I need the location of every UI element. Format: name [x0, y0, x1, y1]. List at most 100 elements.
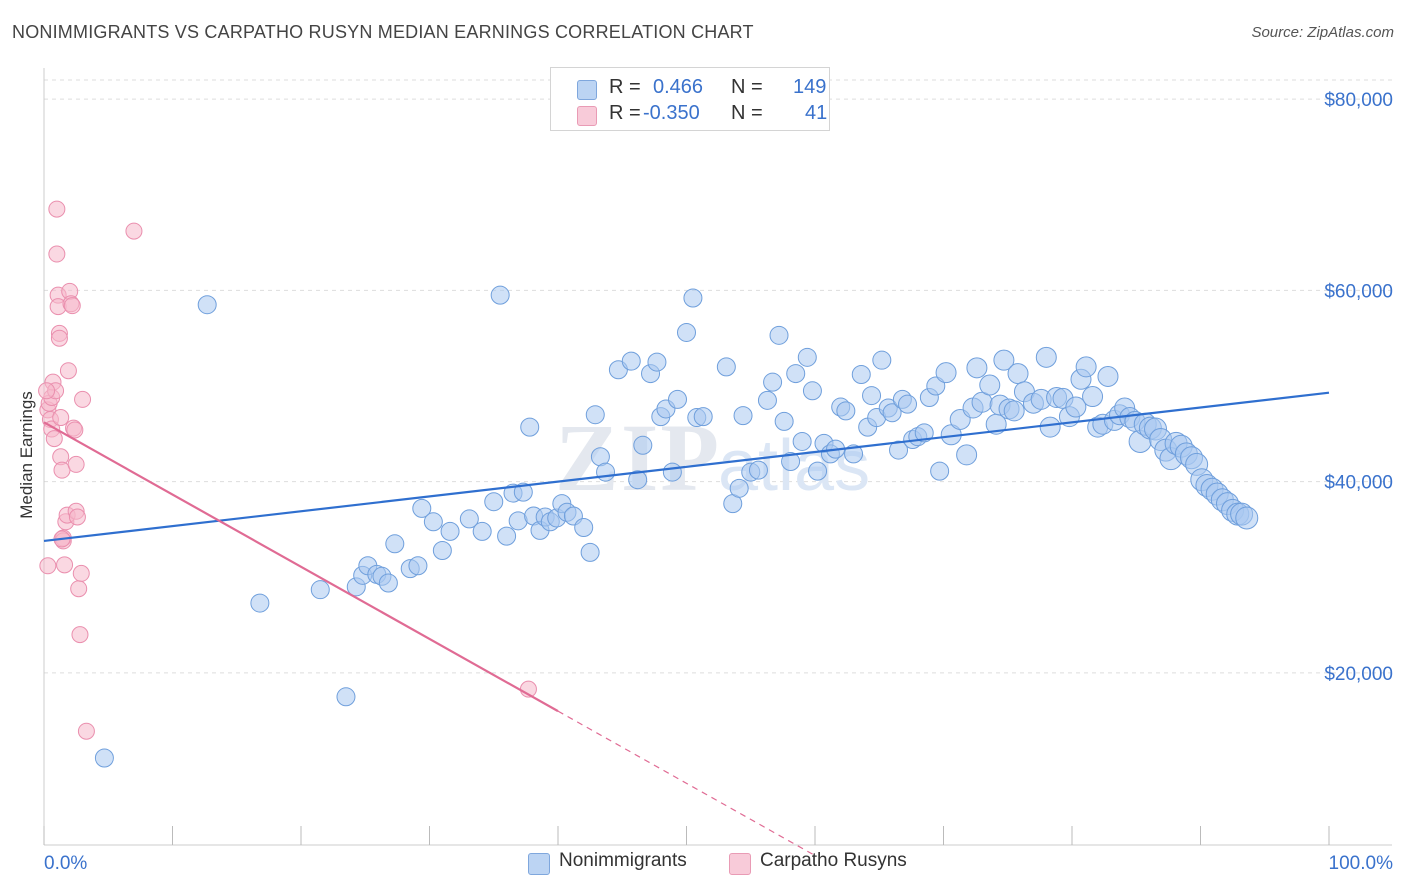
data-point-nonimmigrants: [490, 285, 510, 305]
y-axis-label: Median Earnings: [17, 391, 36, 519]
data-point-nonimmigrants: [914, 423, 934, 443]
data-point-nonimmigrants: [748, 460, 768, 480]
correlation-legend: R = 0.466 N = 149 R = -0.350 N = 41: [550, 67, 830, 131]
data-point-carpatho-rusyns: [48, 200, 66, 218]
legend-r-label: R =: [609, 76, 641, 98]
legend-swatch-pink: [577, 106, 597, 126]
data-point-nonimmigrants: [497, 526, 517, 546]
data-point-nonimmigrants: [580, 542, 600, 562]
data-point-nonimmigrants: [1075, 356, 1097, 378]
data-point-carpatho-rusyns: [72, 564, 90, 582]
data-point-nonimmigrants: [336, 687, 356, 707]
legend-r-value: 0.466: [653, 76, 704, 98]
y-tick-label: $80,000: [1324, 90, 1393, 111]
data-point-carpatho-rusyns: [66, 421, 84, 439]
legend-n-value: 41: [805, 102, 828, 124]
legend-n-value: 149: [793, 76, 827, 98]
data-point-nonimmigrants: [472, 521, 492, 541]
data-point-nonimmigrants: [621, 351, 641, 371]
data-point-nonimmigrants: [898, 394, 918, 414]
data-point-nonimmigrants: [808, 461, 828, 481]
trend-line-carpatho-rusyns-extension: [557, 710, 816, 857]
data-point-nonimmigrants: [935, 362, 957, 384]
data-point-nonimmigrants: [94, 748, 114, 768]
data-point-nonimmigrants: [862, 386, 882, 406]
data-point-nonimmigrants: [797, 347, 817, 367]
data-point-carpatho-rusyns: [68, 508, 86, 526]
data-point-nonimmigrants: [423, 512, 443, 532]
data-point-carpatho-rusyns: [50, 329, 68, 347]
data-point-nonimmigrants: [1003, 400, 1025, 422]
data-point-nonimmigrants: [802, 381, 822, 401]
data-point-carpatho-rusyns: [71, 626, 89, 644]
data-point-nonimmigrants: [1039, 416, 1061, 438]
data-point-nonimmigrants: [1097, 365, 1119, 387]
data-point-nonimmigrants: [851, 365, 871, 385]
data-point-nonimmigrants: [889, 440, 909, 460]
data-point-nonimmigrants: [763, 372, 783, 392]
data-point-carpatho-rusyns: [39, 557, 57, 575]
data-point-nonimmigrants: [378, 573, 398, 593]
source-label: Source: ZipAtlas.com: [1251, 24, 1394, 41]
data-point-carpatho-rusyns: [38, 382, 56, 400]
data-point-nonimmigrants: [844, 444, 864, 464]
data-point-carpatho-rusyns: [125, 222, 143, 240]
data-point-nonimmigrants: [733, 406, 753, 426]
data-point-nonimmigrants: [197, 295, 217, 315]
data-point-nonimmigrants: [926, 376, 946, 396]
data-point-nonimmigrants: [716, 357, 736, 377]
data-point-nonimmigrants: [250, 593, 270, 613]
data-point-carpatho-rusyns: [48, 245, 66, 263]
data-point-nonimmigrants: [440, 521, 460, 541]
data-point-nonimmigrants: [662, 462, 682, 482]
data-point-nonimmigrants: [757, 390, 777, 410]
data-point-nonimmigrants: [1065, 396, 1087, 418]
data-point-nonimmigrants: [781, 452, 801, 472]
data-point-nonimmigrants: [574, 518, 594, 538]
data-point-nonimmigrants: [459, 509, 479, 529]
y-tick-label: $60,000: [1324, 281, 1393, 302]
data-point-nonimmigrants: [979, 374, 1001, 396]
bottom-legend-label: Nonimmigrants: [559, 850, 687, 871]
data-point-nonimmigrants: [677, 322, 696, 342]
data-point-nonimmigrants: [585, 405, 605, 425]
data-point-carpatho-rusyns: [52, 409, 70, 427]
data-point-nonimmigrants: [993, 349, 1015, 371]
y-tick-label: $40,000: [1324, 473, 1393, 494]
data-point-carpatho-rusyns: [74, 390, 92, 408]
data-point-nonimmigrants: [633, 435, 653, 455]
data-point-nonimmigrants: [432, 540, 452, 560]
data-point-nonimmigrants: [596, 462, 616, 482]
legend-r-label: R =: [609, 102, 641, 124]
data-point-nonimmigrants: [836, 401, 856, 421]
x-tick-label-min: 0.0%: [44, 853, 87, 874]
tick-labels: $20,000 $40,000 $60,000 $80,000 0.0% 100.0%: [44, 90, 1393, 874]
data-point-nonimmigrants: [956, 444, 978, 466]
gridlines: [44, 79, 1392, 674]
data-point-nonimmigrants: [408, 556, 428, 576]
data-point-nonimmigrants: [769, 325, 789, 345]
trend-lines: [43, 391, 1330, 857]
data-point-nonimmigrants: [774, 411, 794, 431]
data-point-nonimmigrants: [1007, 363, 1029, 385]
data-point-carpatho-rusyns: [77, 722, 95, 740]
series-carpatho-rusyns: [38, 200, 537, 740]
data-point-nonimmigrants: [412, 498, 432, 518]
series-nonimmigrants: [94, 285, 1259, 768]
data-point-nonimmigrants: [310, 580, 330, 600]
data-point-nonimmigrants: [1082, 386, 1104, 408]
data-point-nonimmigrants: [1035, 346, 1057, 368]
data-point-carpatho-rusyns: [70, 580, 88, 598]
bottom-legend-label: Carpatho Rusyns: [760, 850, 907, 871]
y-tick-label: $20,000: [1324, 664, 1393, 685]
legend-swatch-blue: [577, 80, 597, 100]
legend-r-value: -0.350: [643, 102, 700, 124]
data-point-nonimmigrants: [385, 534, 405, 554]
data-point-nonimmigrants: [683, 288, 703, 308]
data-point-carpatho-rusyns: [45, 430, 63, 448]
data-point-carpatho-rusyns: [63, 297, 81, 315]
trend-line-nonimmigrants: [43, 391, 1330, 543]
data-point-carpatho-rusyns: [56, 556, 74, 574]
axes: [43, 68, 1392, 846]
